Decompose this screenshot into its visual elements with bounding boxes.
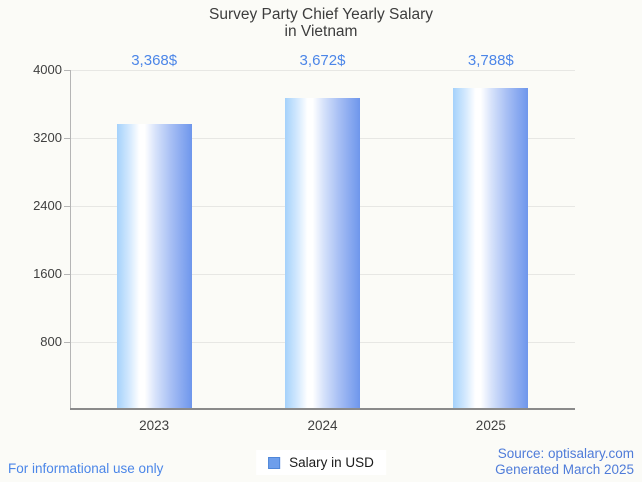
- bar-value-label: 3,368$: [131, 52, 178, 69]
- bar-2023: [117, 124, 192, 410]
- generated-date: Generated March 2025: [495, 462, 634, 477]
- source-block: Source: optisalary.com Generated March 2…: [495, 446, 634, 478]
- disclaimer-text: For informational use only: [8, 461, 164, 476]
- chart-title-line1: Survey Party Chief Yearly Salary: [209, 6, 433, 23]
- bar-value-label: 3,672$: [299, 52, 346, 69]
- y-axis-line: [70, 70, 71, 410]
- bar-2024: [285, 98, 360, 410]
- legend-marker-icon: [268, 456, 281, 469]
- x-axis-line: [70, 408, 575, 410]
- gridline: [70, 70, 575, 71]
- y-axis-tick: [64, 206, 70, 207]
- bar-2025: [453, 88, 528, 410]
- source-link[interactable]: Source: optisalary.com: [497, 446, 634, 461]
- bar-value-label: 3,788$: [467, 52, 514, 69]
- x-axis-label: 2025: [475, 418, 506, 433]
- y-axis-label: 3200: [33, 130, 62, 145]
- y-axis-tick: [64, 342, 70, 343]
- chart-title: Survey Party Chief Yearly Salary in Viet…: [0, 6, 642, 40]
- legend-label: Salary in USD: [289, 455, 374, 470]
- y-axis-tick: [64, 70, 70, 71]
- y-axis-label: 4000: [33, 62, 62, 77]
- chart-title-line2: in Vietnam: [284, 23, 358, 40]
- x-axis-label: 2023: [139, 418, 170, 433]
- legend-item-salary[interactable]: Salary in USD: [256, 450, 386, 475]
- y-axis-label: 1600: [33, 266, 62, 281]
- y-axis-tick: [64, 274, 70, 275]
- x-axis-label: 2024: [307, 418, 338, 433]
- y-axis-label: 2400: [33, 198, 62, 213]
- plot-area: 4000 3200 2400 1600 800 3,368$ 2023 3,672$ 2024 3…: [33, 52, 575, 433]
- y-axis-label: 800: [40, 334, 62, 349]
- y-axis-tick: [64, 138, 70, 139]
